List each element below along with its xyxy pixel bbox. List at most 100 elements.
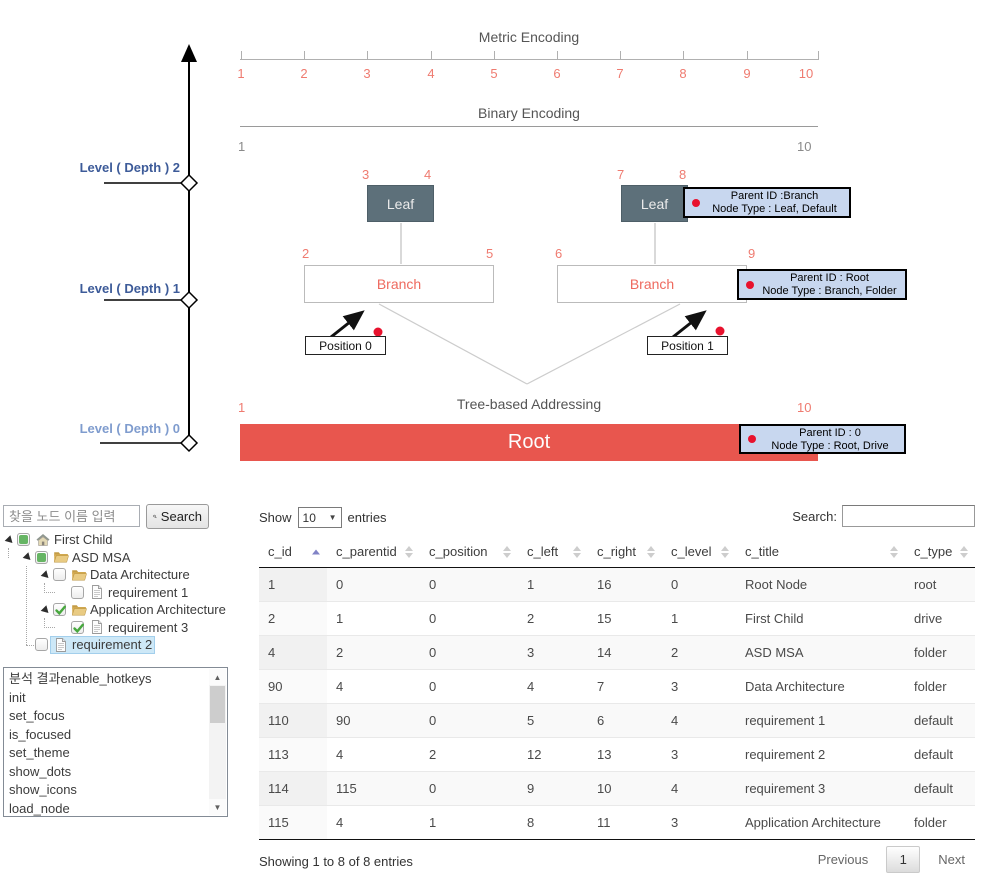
sort-both-icon <box>890 545 898 558</box>
expander-icon[interactable] <box>3 533 17 547</box>
tree-node-first-child[interactable]: First Child <box>0 531 236 549</box>
red-dot-icon <box>715 326 725 336</box>
listbox-scrollbar[interactable]: ▲ ▼ <box>209 669 226 815</box>
list-item[interactable]: 분석 결과enable_hotkeys <box>9 671 152 686</box>
column-header-label: c_right <box>597 544 637 560</box>
tree-node-anchor[interactable]: ASD MSA <box>51 549 133 565</box>
tree-node-anchor[interactable]: First Child <box>33 532 115 548</box>
checkbox-unchecked[interactable] <box>71 585 84 599</box>
tree-node-requirement-2[interactable]: requirement 2 <box>0 635 236 654</box>
column-header-c_id[interactable]: c_id <box>259 537 327 568</box>
table-cell: 2 <box>662 634 736 669</box>
checkbox-undetermined[interactable] <box>35 550 48 564</box>
checkbox-checked[interactable] <box>71 620 84 634</box>
list-item[interactable]: set_theme <box>9 745 70 760</box>
list-item[interactable]: is_focused <box>9 726 72 742</box>
leaf-node-1[interactable]: Leaf <box>367 185 434 222</box>
list-item[interactable]: show_dots <box>9 763 72 779</box>
tooltip-branch: Parent ID : Root Node Type : Branch, Fol… <box>737 269 907 300</box>
table-row[interactable]: 1 0 0 1 16 0 Root Node root <box>259 566 975 601</box>
leaf2-left-num: 7 <box>617 167 625 182</box>
list-item[interactable]: init <box>9 689 26 705</box>
table-footer: Showing 1 to 8 of 8 entries Previous 1 N… <box>259 840 975 880</box>
pagination-next[interactable]: Next <box>938 851 965 867</box>
sort-both-icon <box>405 545 413 558</box>
column-header-label: c_type <box>914 544 953 560</box>
column-header-c_level[interactable]: c_level <box>662 537 736 568</box>
table-cell: 2 <box>518 600 588 635</box>
tree-node-requirement-1[interactable]: requirement 1 <box>0 584 236 602</box>
table-row[interactable]: 115 4 1 8 11 3 Application Architecture folder <box>259 804 975 839</box>
tree-node-application-architecture[interactable]: Application Architecture <box>0 601 236 619</box>
tree-node-asd-msa[interactable]: ASD MSA <box>0 549 236 567</box>
tree-node-anchor[interactable]: Data Architecture <box>69 567 192 583</box>
table-cell: 90 <box>259 668 327 703</box>
checkmark-icon <box>73 623 84 633</box>
ruler-tick-label: 8 <box>679 66 687 81</box>
table-search-input[interactable] <box>842 505 975 527</box>
table-cell: 1 <box>327 600 420 635</box>
checkbox-unchecked[interactable] <box>53 568 66 582</box>
checkbox-unchecked[interactable] <box>35 638 48 652</box>
table-row[interactable]: 114 115 0 9 10 4 requirement 3 default <box>259 770 975 805</box>
table-row[interactable]: 113 4 2 12 13 3 requirement 2 default <box>259 736 975 771</box>
expander-icon[interactable] <box>39 568 53 582</box>
table-cell: 4 <box>662 770 736 805</box>
ruler-tick <box>304 51 305 59</box>
tree-node-data-architecture[interactable]: Data Architecture <box>0 566 236 584</box>
node-search-button[interactable]: Search <box>146 504 209 529</box>
entries-selected-value: 10 <box>302 510 316 525</box>
ruler-tick <box>747 51 748 59</box>
ruler-tick-label: 9 <box>743 66 751 81</box>
table-row[interactable]: 110 90 0 5 6 4 requirement 1 default <box>259 702 975 737</box>
scroll-up-icon[interactable]: ▲ <box>209 669 226 685</box>
table-row[interactable]: 4 2 0 3 14 2 ASD MSA folder <box>259 634 975 669</box>
table-cell: root <box>905 566 975 601</box>
column-header-c_position[interactable]: c_position <box>420 537 518 568</box>
table-cell: 0 <box>327 566 420 601</box>
list-item[interactable]: show_icons <box>9 782 77 797</box>
table-cell: 3 <box>662 736 736 771</box>
table-cell: 4 <box>327 804 420 839</box>
leaf-node-2[interactable]: Leaf <box>621 185 688 222</box>
branch-node-2[interactable]: Branch <box>557 265 747 303</box>
branch1-left-num: 2 <box>302 246 310 261</box>
column-header-c_left[interactable]: c_left <box>518 537 588 568</box>
expander-icon[interactable] <box>21 550 35 564</box>
checkbox-undetermined[interactable] <box>17 533 30 547</box>
column-header-label: c_id <box>268 544 292 560</box>
expander-icon[interactable] <box>39 603 53 617</box>
tree-node-requirement-3[interactable]: requirement 3 <box>0 619 236 637</box>
pagination-page-1[interactable]: 1 <box>886 845 921 873</box>
list-item[interactable]: load_node <box>9 800 70 816</box>
node-search-input[interactable] <box>3 505 140 527</box>
tree-node-anchor[interactable]: requirement 2 <box>49 635 156 654</box>
table-cell: 0 <box>662 566 736 601</box>
column-header-c_parentid[interactable]: c_parentid <box>327 537 420 568</box>
column-header-c_right[interactable]: c_right <box>588 537 662 568</box>
scroll-down-icon[interactable]: ▼ <box>209 799 226 815</box>
table-row[interactable]: 90 4 0 4 7 3 Data Architecture folder <box>259 668 975 703</box>
column-header-label: c_position <box>429 544 488 560</box>
tree-node-anchor[interactable]: Application Architecture <box>69 602 228 618</box>
branch-node-1[interactable]: Branch <box>304 265 494 303</box>
binary-right-label: 10 <box>797 139 812 154</box>
table-cell: 8 <box>518 804 588 839</box>
table-cell: 7 <box>588 668 662 703</box>
table-row[interactable]: 2 1 0 2 15 1 First Child drive <box>259 600 975 635</box>
scrollbar-thumb[interactable] <box>210 686 225 723</box>
root-node-bar[interactable]: Root <box>240 424 818 461</box>
checkbox-checked[interactable] <box>53 603 66 617</box>
tooltip-leaf: Parent ID :Branch Node Type : Leaf, Defa… <box>683 187 851 218</box>
entries-per-page-select[interactable]: 10 ▼ <box>297 507 342 528</box>
list-item[interactable]: set_focus <box>9 708 65 723</box>
table-cell: default <box>905 702 975 737</box>
tree-node-anchor[interactable]: requirement 3 <box>87 619 190 635</box>
pagination-previous[interactable]: Previous <box>817 851 869 867</box>
tree-node-anchor[interactable]: requirement 1 <box>87 584 190 600</box>
table-cell: 4 <box>327 668 420 703</box>
column-header-c_type[interactable]: c_type <box>905 537 975 568</box>
data-table-panel: Show 10 ▼ entries Search: c_id c_parentid… <box>259 505 975 880</box>
column-header-c_title[interactable]: c_title <box>736 537 905 568</box>
